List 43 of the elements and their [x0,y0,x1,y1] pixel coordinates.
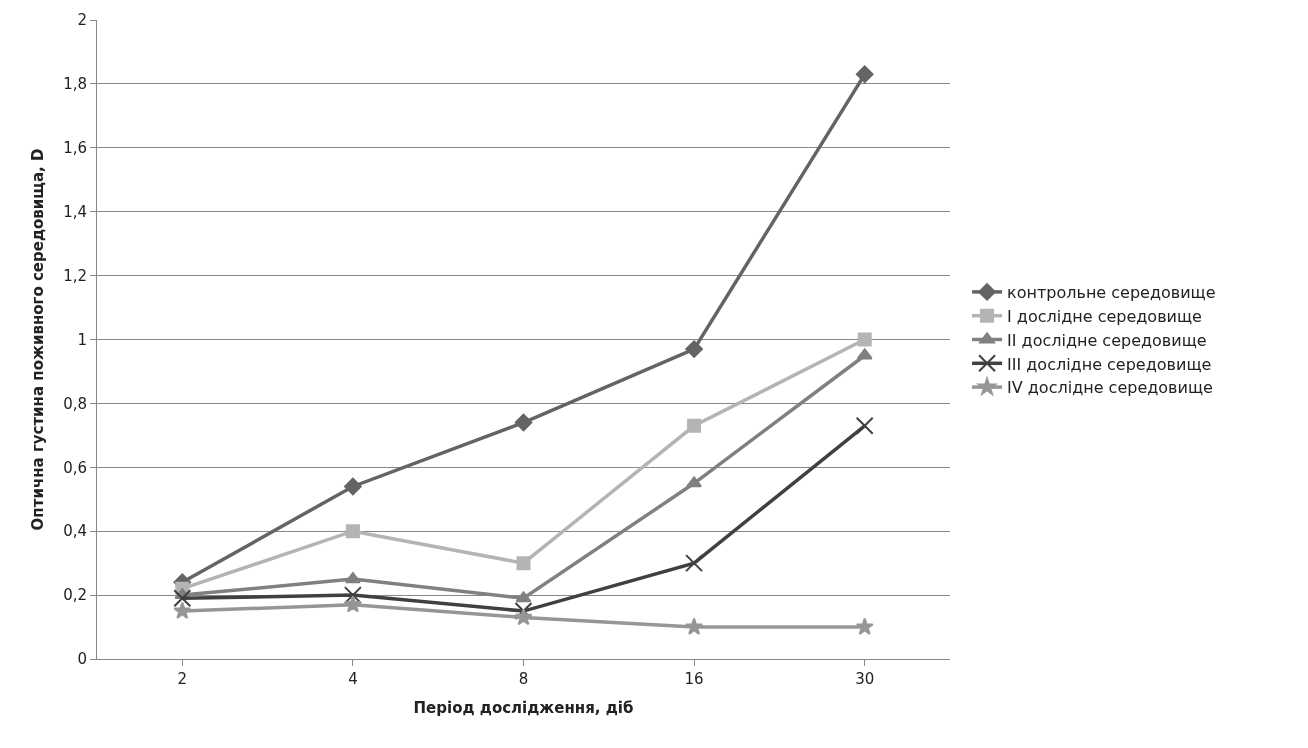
point [685,340,703,358]
y-tick-label: 1,6 [63,139,87,158]
y-tick-label: 1 [77,330,87,349]
x-tick-label: 30 [855,670,875,688]
point [856,348,873,360]
point [173,589,192,608]
y-tick-label: 0,6 [63,458,87,477]
x-axis-title: Період дослідження, діб [413,699,634,717]
legend-label: I дослідне середовище [1007,306,1202,326]
legend-label: II дослідне середовище [1007,330,1207,350]
x-tick-label: 8 [518,670,529,688]
y-tick-label: 0,2 [63,586,87,605]
y-tick-label: 1,4 [63,202,87,221]
legend-label: III дослідне середовище [1007,354,1212,374]
y-tick-label: 0,8 [63,394,87,413]
point [345,524,360,539]
x-tick-label: 16 [684,670,704,688]
point [857,332,872,347]
y-tick-label: 1,8 [63,75,87,94]
point [687,418,702,433]
point [344,477,362,496]
point [855,617,874,635]
x-tick-label: 4 [348,670,358,688]
point [514,608,533,626]
x-tick-label: 2 [177,670,188,688]
point [516,556,531,571]
point [173,601,192,619]
y-tick-label: 0,4 [63,522,87,541]
y-tick-label: 0 [77,650,87,669]
point [685,617,704,635]
legend-label: контрольне середовище [1007,283,1216,303]
point [515,591,532,603]
y-axis-title: Оптична густина поживного середовища, D [29,148,48,531]
y-tick-label: 1,2 [63,266,87,285]
point [855,416,874,435]
point [344,572,361,584]
point [686,476,703,488]
point [685,554,704,573]
y-tick-label: 2 [77,11,87,30]
point [343,595,362,613]
point [514,413,533,432]
point [855,65,874,84]
legend-label: IV дослідне середовище [1007,378,1213,398]
